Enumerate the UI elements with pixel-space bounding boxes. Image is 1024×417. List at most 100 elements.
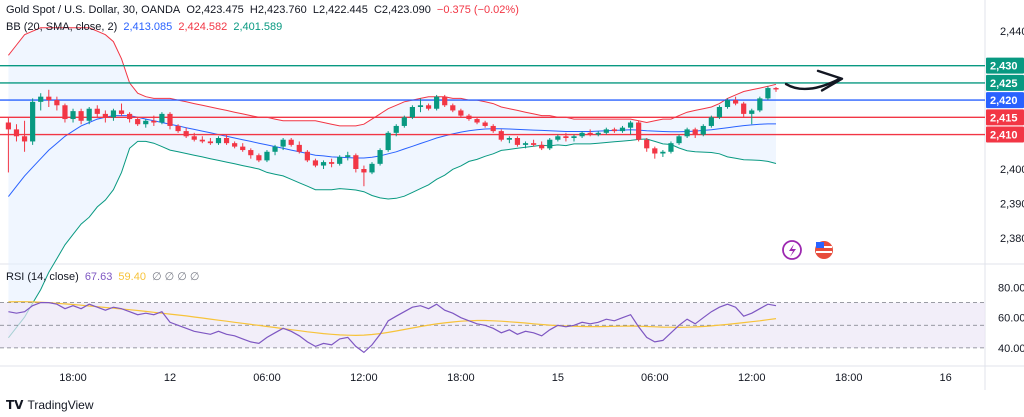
candle-body bbox=[143, 120, 149, 125]
candle-body bbox=[272, 146, 278, 152]
ohlc-close: C2,423.090 bbox=[373, 4, 431, 16]
price-change: −0.375 (−0.02%) bbox=[436, 4, 519, 16]
candle-body bbox=[450, 105, 456, 111]
header-icons[interactable] bbox=[782, 240, 833, 260]
candle-body bbox=[458, 110, 464, 116]
candle-body bbox=[692, 129, 698, 135]
candle-body bbox=[514, 138, 521, 145]
candle-body bbox=[498, 131, 504, 140]
annotation-arrow-shaft bbox=[784, 77, 842, 91]
level-price-label: 2,425 bbox=[990, 78, 1018, 90]
time-tick-label: 15 bbox=[552, 372, 564, 384]
candle-body bbox=[636, 122, 642, 140]
time-tick-label: 16 bbox=[940, 372, 952, 384]
bb-basis-value: 2,413.085 bbox=[123, 21, 173, 33]
candle-body bbox=[595, 132, 601, 135]
candle-body bbox=[506, 138, 512, 140]
candle-body bbox=[425, 105, 432, 109]
candle-body bbox=[563, 136, 569, 138]
candle-body bbox=[199, 139, 205, 142]
candle-body bbox=[531, 143, 537, 145]
axes: 2,440 2,400 2,390 2,380 2,430 2,425 2,420 2,415… bbox=[59, 26, 1024, 384]
candle-body bbox=[611, 129, 617, 132]
candle-body bbox=[127, 113, 133, 120]
candle-body bbox=[232, 143, 238, 147]
rsi-value: 67.63 bbox=[84, 271, 113, 283]
candle-body bbox=[288, 139, 294, 145]
candle-body bbox=[385, 132, 391, 151]
candle-body bbox=[652, 148, 658, 154]
ohlc-low: L2,422.445 bbox=[312, 4, 368, 16]
candle-body bbox=[54, 100, 60, 106]
level-price-label: 2,430 bbox=[990, 61, 1018, 73]
candle-body bbox=[70, 111, 76, 120]
bb-upper-line bbox=[8, 27, 777, 127]
candle-body bbox=[627, 122, 634, 128]
candle-body bbox=[571, 136, 577, 138]
candle-body bbox=[62, 105, 68, 120]
candle-body bbox=[329, 162, 335, 164]
candle-body bbox=[773, 88, 779, 90]
bb-label[interactable]: BB (20, SMA, close, 2) bbox=[6, 21, 118, 33]
candle-body bbox=[474, 119, 480, 123]
time-tick-label: 12 bbox=[164, 372, 176, 384]
time-tick-label: 18:00 bbox=[835, 372, 863, 384]
candle-body bbox=[587, 132, 593, 135]
candle-body bbox=[547, 139, 553, 149]
candle-body bbox=[619, 127, 626, 132]
candle-body bbox=[191, 136, 197, 140]
candle-body bbox=[183, 131, 189, 137]
candle-body bbox=[434, 96, 440, 109]
candles bbox=[5, 86, 779, 187]
candle-body bbox=[46, 96, 52, 101]
lightning-bolt-icon bbox=[789, 244, 796, 257]
bb-legend[interactable]: BB (20, SMA, close, 2) 2,413.085 2,424.5… bbox=[6, 21, 285, 33]
bb-band-fill bbox=[8, 27, 776, 338]
candle-body bbox=[207, 141, 213, 144]
candle-body bbox=[393, 125, 399, 133]
bb-upper-value: 2,424.582 bbox=[178, 21, 228, 33]
price-tick-label: 2,380 bbox=[1000, 233, 1024, 245]
annotations[interactable] bbox=[784, 69, 844, 92]
symbol-title[interactable]: Gold Spot / U.S. Dollar, 30, OANDA bbox=[6, 4, 181, 16]
candle-body bbox=[353, 155, 359, 169]
rsi-label[interactable]: RSI (14, close) bbox=[6, 271, 79, 283]
rsi-ma-line bbox=[8, 301, 777, 337]
candle-body bbox=[733, 100, 739, 104]
candle-body bbox=[264, 151, 270, 161]
candle-body bbox=[86, 108, 92, 121]
bb-fill bbox=[8, 27, 776, 338]
candle-body bbox=[377, 150, 383, 164]
tradingview-logo-icon: 𝗧𝗩 bbox=[6, 398, 24, 412]
rsi-tick-label: 80.00 bbox=[998, 283, 1024, 295]
time-tick-label: 18:00 bbox=[447, 372, 475, 384]
candle-body bbox=[159, 113, 165, 123]
level-price-label: 2,415 bbox=[990, 112, 1018, 124]
candle-body bbox=[240, 146, 246, 151]
tradingview-logo[interactable]: 𝗧𝗩 TradingView bbox=[6, 398, 94, 412]
candle-body bbox=[248, 150, 254, 156]
rsi-pane bbox=[0, 301, 985, 354]
candle-body bbox=[490, 125, 496, 132]
level-price-tag bbox=[986, 92, 1024, 109]
candle-body bbox=[118, 110, 125, 114]
rsi-tick-label: 60.00 bbox=[998, 313, 1024, 325]
price-tick-label: 2,390 bbox=[1000, 198, 1024, 210]
candle-body bbox=[320, 162, 327, 166]
candle-body bbox=[684, 129, 690, 137]
rsi-extra-values: ∅ ∅ ∅ ∅ bbox=[152, 271, 200, 283]
candle-body bbox=[223, 138, 230, 144]
rsi-line bbox=[8, 302, 777, 354]
candle-body bbox=[345, 155, 351, 157]
candle-body bbox=[151, 120, 157, 123]
flag-stripe bbox=[816, 251, 832, 253]
symbol-header[interactable]: Gold Spot / U.S. Dollar, 30, OANDA O2,42… bbox=[6, 4, 522, 16]
candle-body bbox=[5, 122, 11, 130]
rsi-tick-label: 40.00 bbox=[998, 343, 1024, 355]
candle-body bbox=[466, 115, 472, 120]
rsi-legend[interactable]: RSI (14, close) 67.63 59.40 ∅ ∅ ∅ ∅ bbox=[6, 270, 203, 283]
price-tick-label: 2,440 bbox=[1000, 26, 1024, 38]
candle-body bbox=[482, 122, 488, 126]
candle-body bbox=[361, 169, 367, 173]
candle-body bbox=[135, 119, 141, 125]
